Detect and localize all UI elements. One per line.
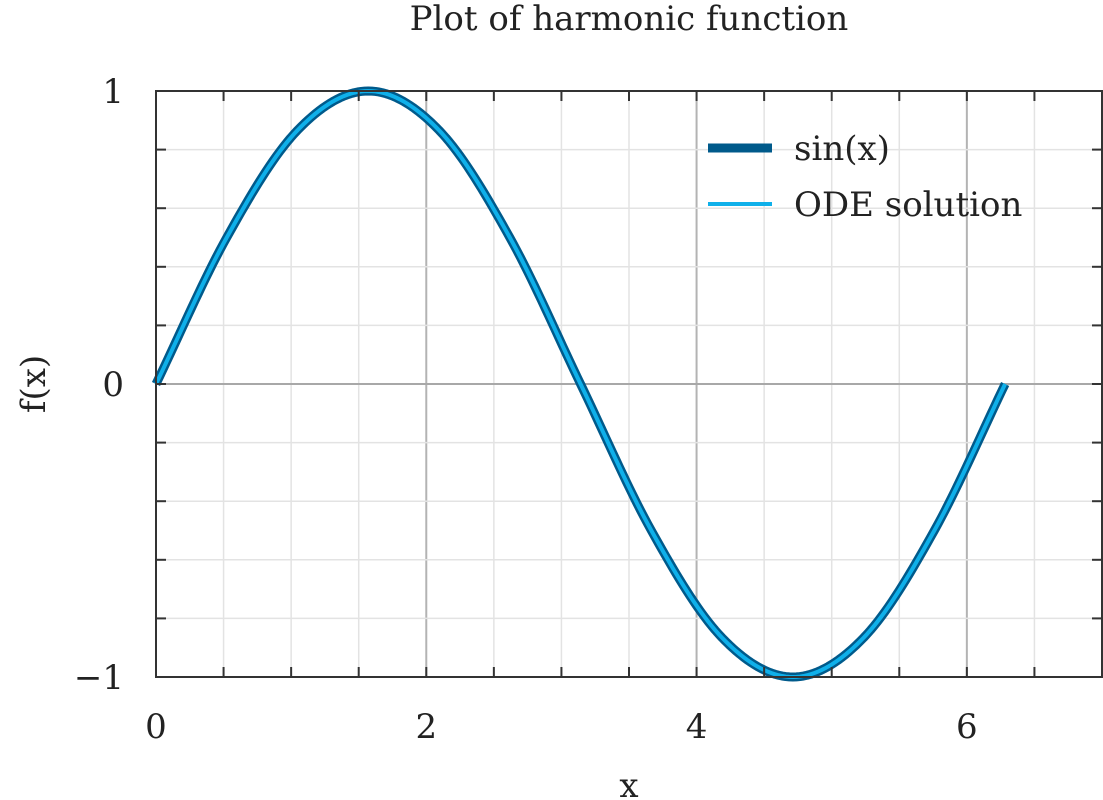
legend: sin(x) ODE solution <box>708 129 1022 225</box>
series-line-ode-solution <box>154 89 1007 679</box>
x-tick-label: 4 <box>686 707 708 747</box>
y-tick-label: 1 <box>102 72 124 112</box>
series-lines <box>151 86 1010 682</box>
y-axis-label: f(x) <box>14 355 54 413</box>
x-tick-label: 0 <box>145 707 167 747</box>
x-axis-label: x <box>619 766 638 800</box>
legend-label: sin(x) <box>794 129 890 169</box>
tick-labels: 0 2 4 6 −1 0 1 <box>74 72 978 747</box>
x-tick-label: 2 <box>415 707 437 747</box>
x-tick-label: 6 <box>956 707 978 747</box>
y-tick-label: −1 <box>74 658 124 698</box>
chart-title: Plot of harmonic function <box>410 0 849 39</box>
tick-marks <box>156 91 1102 677</box>
legend-label: ODE solution <box>794 185 1022 225</box>
y-tick-label: 0 <box>102 365 124 405</box>
